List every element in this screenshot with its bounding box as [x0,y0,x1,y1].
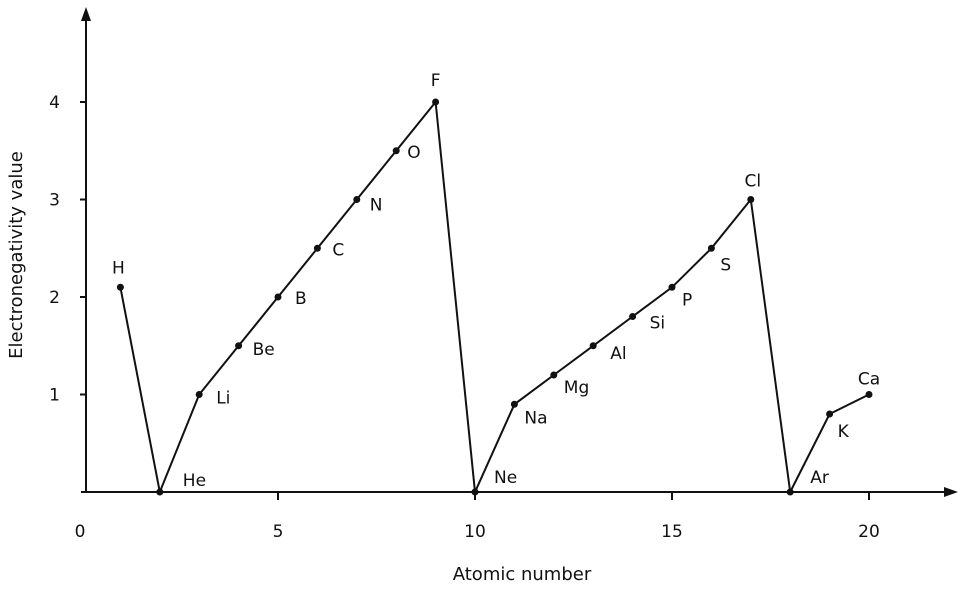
x-axis-arrow-icon [944,487,958,497]
point-label-c: C [332,240,344,260]
x-tick-label: 0 [75,522,86,542]
x-axis-title: Atomic number [453,564,592,585]
data-point-cl [747,196,755,203]
data-point-n [353,196,361,203]
point-label-li: Li [216,389,230,409]
point-labels: H He Li Be B C N O F Ne Na Mg Al Si P S Cl Ar K Ca [112,71,880,491]
data-point-be [235,342,243,350]
y-axis-title: Electronegativity value [6,151,27,359]
data-point-f [432,98,440,106]
data-point-na [510,400,518,408]
point-label-mg: Mg [564,378,589,398]
point-label-f: F [431,71,441,91]
point-label-cl: Cl [745,172,762,192]
data-point-c [313,244,321,252]
y-axis-arrow-icon [81,7,91,21]
point-label-p: P [682,290,692,310]
y-tick-label: 1 [49,386,60,406]
point-label-k: K [838,422,850,442]
data-point-b [274,293,282,301]
point-label-n: N [370,196,383,216]
data-point-ne [471,488,479,496]
series-line-group [119,99,870,496]
point-label-o: O [407,143,420,163]
axes [81,7,958,497]
point-label-al: Al [610,344,626,364]
point-label-na: Na [524,408,547,428]
point-label-ar: Ar [810,468,829,488]
y-tick-label: 3 [49,191,60,211]
point-label-h: H [112,258,125,278]
data-point-h [116,283,124,291]
x-tick-label: 10 [464,522,486,542]
data-point-s [707,244,715,252]
ticks: 0 5 10 15 20 1 2 3 4 [49,93,880,542]
points [116,98,873,496]
point-label-he: He [183,471,206,491]
data-point-si [629,313,637,320]
data-point-p [668,283,676,291]
point-label-si: Si [650,314,666,334]
data-point-he [156,488,164,496]
data-point-o [392,147,400,155]
series-line [119,99,870,496]
point-label-be: Be [253,340,275,360]
point-label-ne: Ne [494,468,517,488]
point-label-b: B [295,289,307,309]
x-tick-label: 20 [858,522,880,542]
y-tick-label: 4 [49,93,60,113]
point-label-s: S [720,255,731,275]
data-point-ca [865,391,873,398]
data-point-k [826,410,834,418]
data-point-ar [786,488,794,496]
data-point-al [589,342,597,350]
x-tick-label: 15 [661,522,683,542]
data-point-mg [550,371,558,379]
y-tick-label: 2 [49,288,60,308]
x-tick-label: 5 [273,522,284,542]
data-point-li [195,391,203,398]
point-label-ca: Ca [858,370,880,390]
